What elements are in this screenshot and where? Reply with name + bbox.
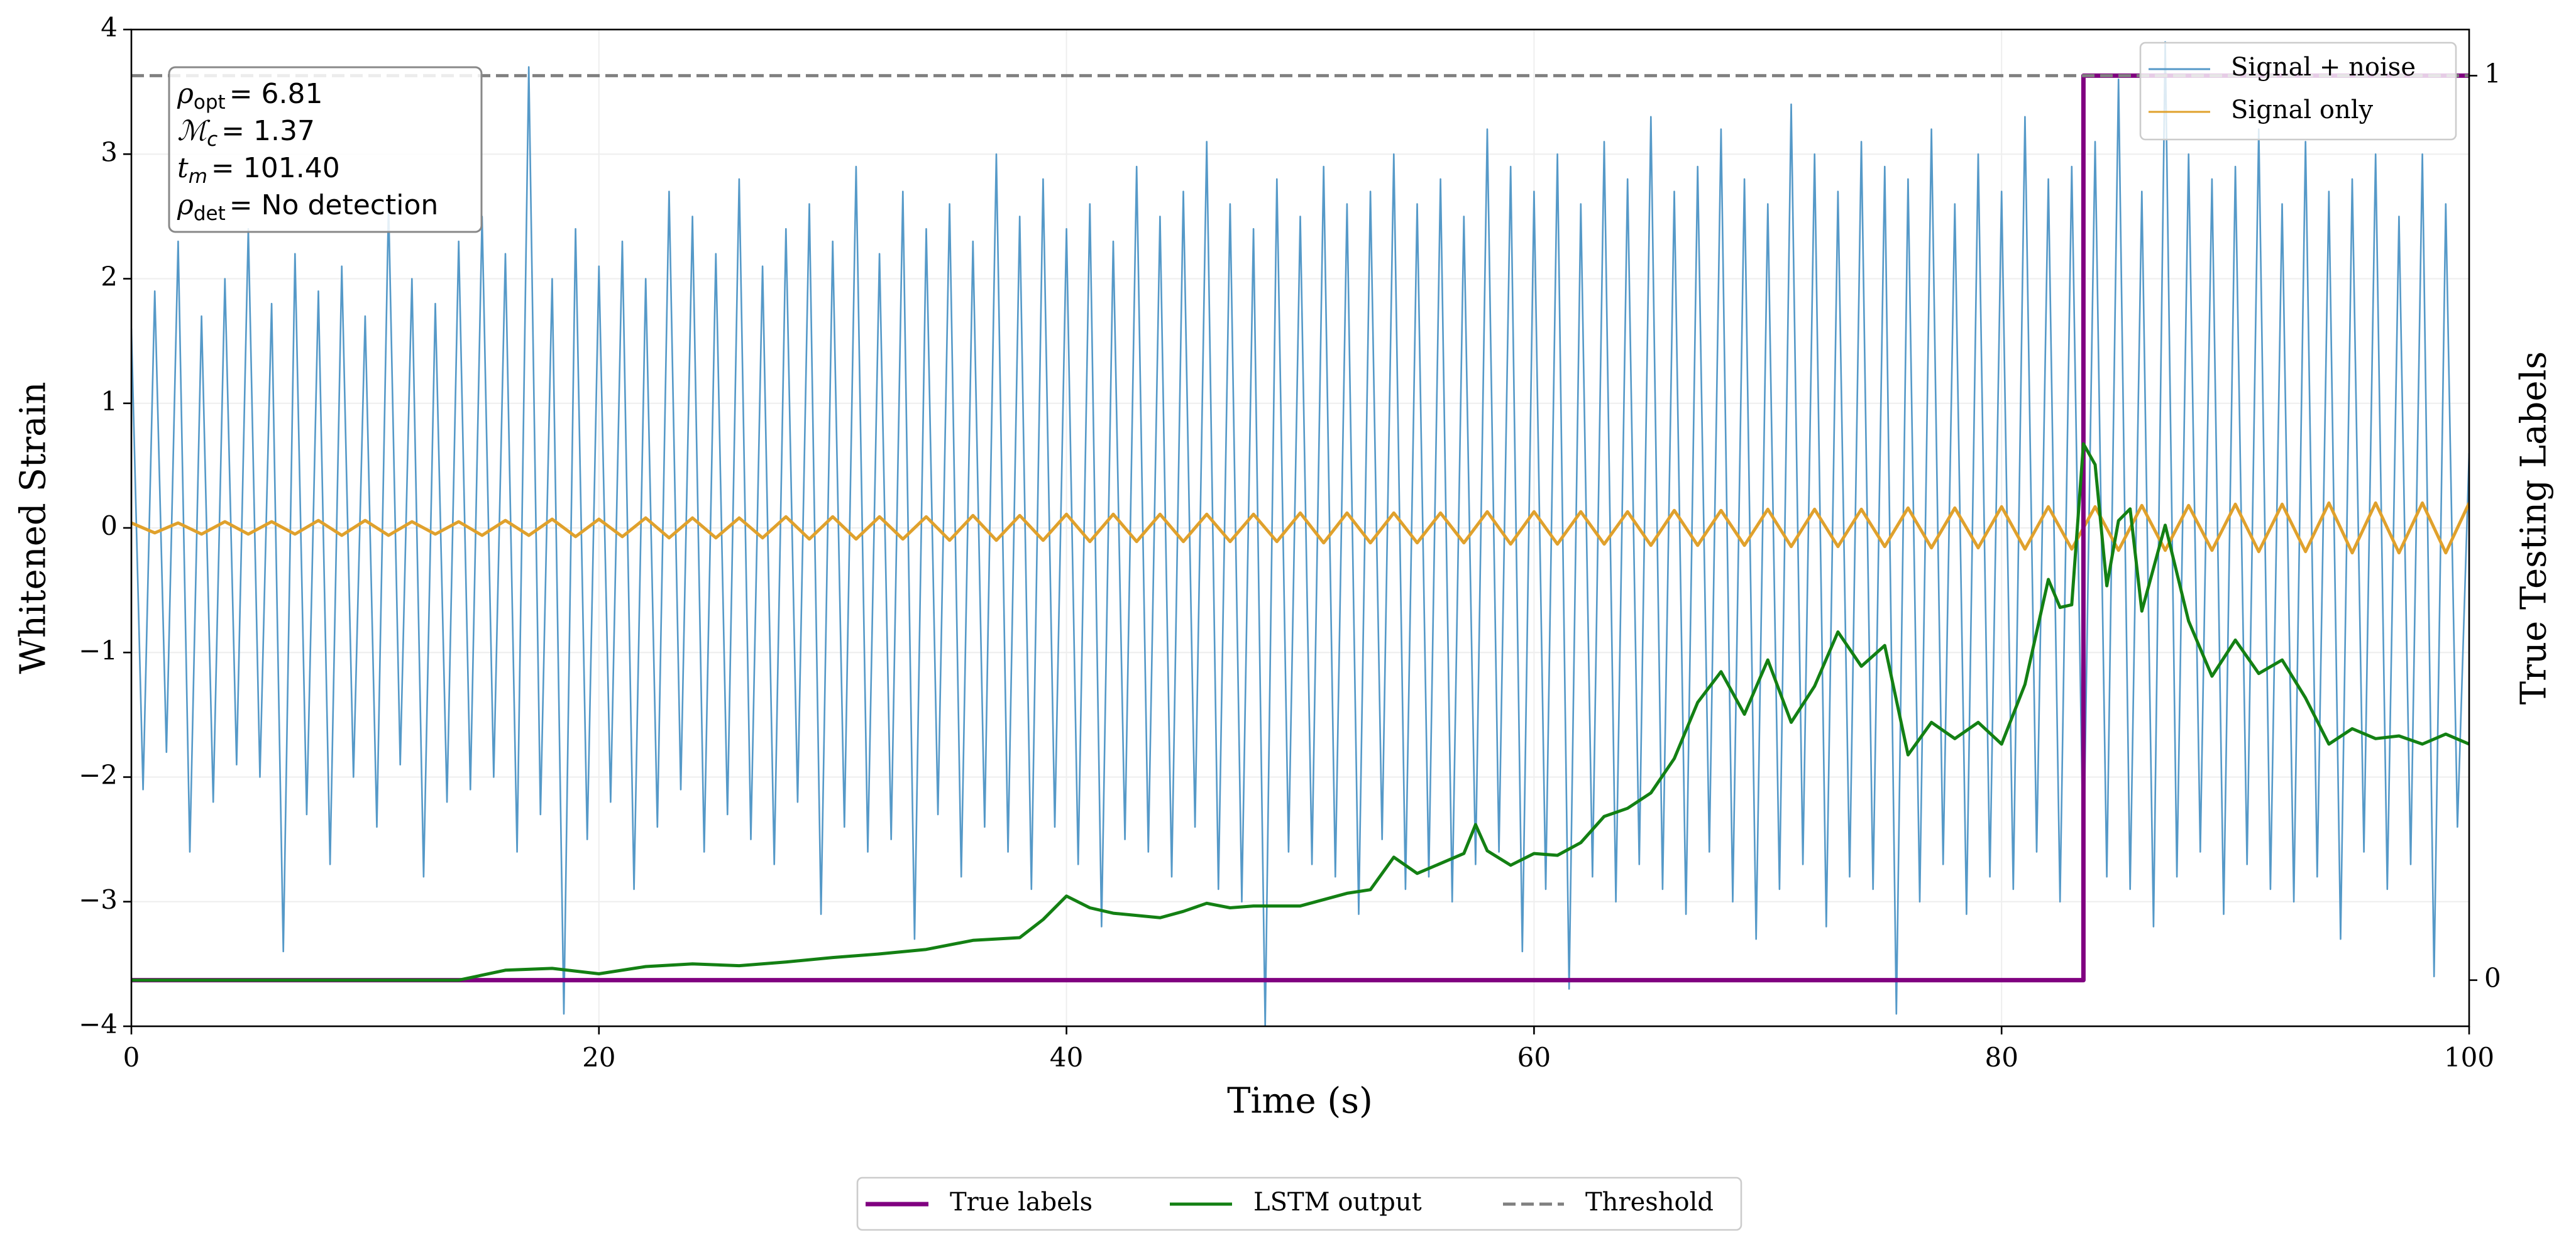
legend-label: Signal only [2231,96,2374,124]
annotation-subscript: det [194,202,226,225]
annotation-subscript: m [189,165,207,188]
legend-upper-right [2139,41,2457,141]
x-axis-label: Time (s) [1227,1081,1373,1122]
y-tick-label: 1 [101,386,118,417]
series-line [131,41,2469,1026]
y-axis-label: Whitened Strain [13,381,54,674]
y-tick-label: −1 [79,635,118,666]
annotation-line: tm = 101.40 [177,152,340,188]
annotation-line: ℳc = 1.37 [177,115,315,151]
legend: Signal + noise Signal only True labels LSTM… [866,53,2416,1217]
x-tick-label: 60 [1517,1042,1551,1073]
annotation-text: = 101.40 [211,152,340,184]
x-tick-label: 80 [1984,1042,2018,1073]
y-tick-label: −3 [79,884,118,915]
annotation-line: ρopt = 6.81 [177,78,323,114]
annotation-text: = 1.37 [221,115,315,147]
y-tick-label: −2 [79,760,118,791]
y2-tick-label: 0 [2484,963,2501,994]
x-tick-label: 40 [1050,1042,1083,1073]
x-tick-label: 20 [582,1042,615,1073]
annotation-subscript: opt [194,91,226,114]
annotation-text: = No detection [229,189,438,221]
legend-label: True labels [950,1188,1093,1217]
annotation-subscript: c [207,128,217,151]
annotation-line: ρdet = No detection [177,189,438,225]
annotation-symbol: ℳ [177,115,211,147]
legend-label: Threshold [1585,1188,1714,1217]
y-tick-label: 0 [101,510,118,541]
y2-tick-label: 1 [2484,58,2501,89]
x-tick-label: 0 [123,1042,140,1073]
y-tick-label: 3 [101,136,118,167]
series-line [131,442,2469,982]
y2-axis-label: True Testing Labels [2514,351,2555,704]
annotation-symbol: ρ [177,189,194,221]
series-line [131,501,2469,555]
annotation-symbol: t [177,152,189,184]
y-tick-label: 2 [101,261,118,292]
legend-lower-center [856,1176,1742,1231]
annotation-box [168,66,483,233]
annotation-text: = 6.81 [229,78,323,110]
legend-label: LSTM output [1253,1188,1422,1217]
y-tick-label: 4 [101,12,118,43]
annotation-symbol: ρ [177,78,194,110]
legend-label: Signal + noise [2231,53,2416,82]
x-tick-label: 100 [2444,1042,2494,1073]
y-tick-label: −4 [79,1009,118,1039]
